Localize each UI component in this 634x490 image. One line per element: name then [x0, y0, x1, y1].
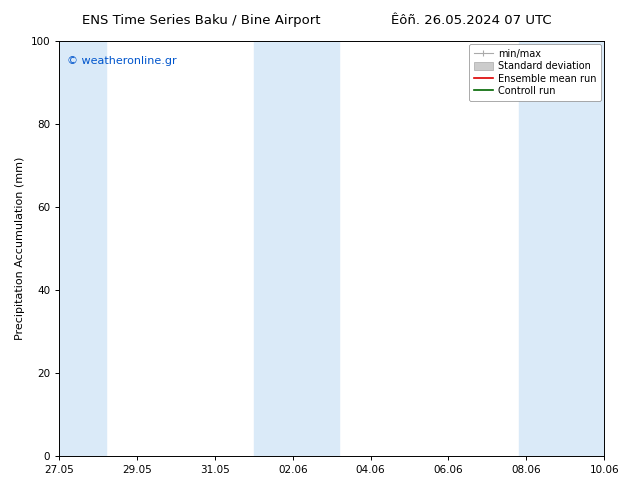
- Text: Êôñ. 26.05.2024 07 UTC: Êôñ. 26.05.2024 07 UTC: [391, 14, 552, 27]
- Text: © weatheronline.gr: © weatheronline.gr: [67, 55, 177, 66]
- Bar: [519, 41, 604, 456]
- Y-axis label: Precipitation Accumulation (mm): Precipitation Accumulation (mm): [15, 157, 25, 340]
- Bar: [59, 41, 106, 456]
- Legend: min/max, Standard deviation, Ensemble mean run, Controll run: min/max, Standard deviation, Ensemble me…: [469, 44, 601, 101]
- Text: ENS Time Series Baku / Bine Airport: ENS Time Series Baku / Bine Airport: [82, 14, 321, 27]
- Bar: [254, 41, 339, 456]
